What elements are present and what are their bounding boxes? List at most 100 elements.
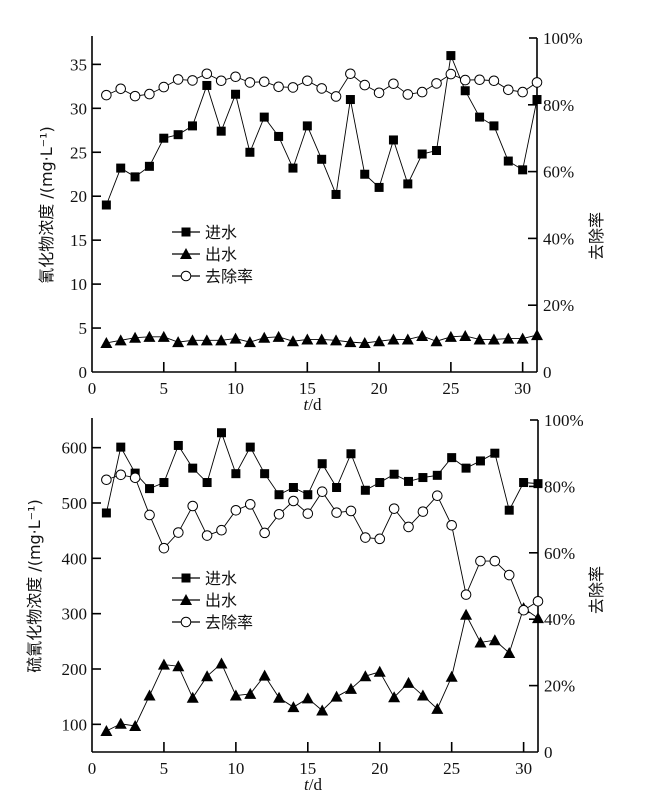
chart-panel-1: 0 5 10 15 20 25 30 0 5 10 15 20 25 30 35 0 20% 40% 60% 80% 1… <box>37 29 606 414</box>
data-point-circle <box>359 79 371 91</box>
data-point-triangle <box>315 333 328 345</box>
y2-tick-label: 100% <box>543 29 583 48</box>
data-point-triangle <box>129 719 142 731</box>
data-point-circle <box>345 68 356 80</box>
y-tick-label: 5 <box>79 319 88 338</box>
data-point-square <box>260 469 270 479</box>
y2-tick-label: 60% <box>543 163 574 182</box>
data-point-circle <box>475 555 486 567</box>
y-tick-label: 300 <box>62 605 88 624</box>
y-tick-label: 10 <box>70 275 87 294</box>
data-point-square <box>346 449 356 459</box>
data-point-square <box>317 459 327 469</box>
data-point-circle <box>360 532 371 543</box>
data-point-square <box>332 483 342 493</box>
y2-tick-label: 60% <box>544 544 575 563</box>
legend-item: 去除率 <box>172 267 253 286</box>
data-point-triangle <box>474 636 487 648</box>
y-tick-label: 600 <box>62 439 88 458</box>
data-point-triangle <box>460 608 473 620</box>
data-point-circle <box>172 74 184 85</box>
x-axis-label-unit: /d <box>309 775 323 794</box>
data-point-square <box>159 478 169 488</box>
data-point-circle <box>158 81 170 93</box>
y-axis-label: 硫氰化物浓度 /(mg·L⁻¹) <box>25 499 44 673</box>
data-point-circle <box>316 83 327 94</box>
data-point-triangle <box>301 333 314 345</box>
y2-axis-label: 去除率 <box>587 212 606 260</box>
data-point-square <box>417 149 427 159</box>
data-point-square <box>173 440 183 450</box>
data-point-square <box>144 161 154 171</box>
data-point-square <box>432 470 442 480</box>
data-point-triangle <box>459 329 472 341</box>
data-point-circle <box>417 506 429 517</box>
data-point-square <box>375 478 385 488</box>
data-point-circle <box>331 507 342 518</box>
data-point-triangle <box>287 701 300 713</box>
data-point-square <box>461 463 471 473</box>
y2-tick-label: 40% <box>543 229 574 248</box>
data-point-circle <box>201 68 213 80</box>
data-point-square <box>187 121 197 131</box>
data-point-square <box>145 484 155 494</box>
data-point-triangle <box>330 334 343 346</box>
x-tick-label: 30 <box>515 759 532 778</box>
data-point-square <box>302 121 312 131</box>
series-triangle <box>100 602 544 736</box>
series-square <box>101 428 543 518</box>
data-point-circle <box>459 74 471 86</box>
data-point-circle <box>446 519 457 531</box>
data-point-circle <box>288 495 299 507</box>
data-point-square <box>360 485 370 495</box>
y2-axis-label: 去除率 <box>587 566 606 614</box>
data-point-circle <box>216 524 227 536</box>
data-point-circle <box>431 78 442 89</box>
data-point-circle <box>273 508 285 520</box>
data-point-triangle <box>416 329 429 341</box>
data-point-triangle <box>273 691 286 703</box>
data-point-square <box>288 163 298 173</box>
data-point-circle <box>330 91 342 102</box>
data-point-square <box>216 126 226 136</box>
data-point-square <box>274 131 284 141</box>
data-point-circle <box>489 555 501 567</box>
data-point-circle <box>503 569 515 581</box>
x-tick-label: 20 <box>371 379 388 398</box>
data-point-circle <box>273 81 284 93</box>
data-point-triangle <box>359 670 372 682</box>
data-point-square <box>388 135 398 145</box>
data-point-square <box>159 133 169 143</box>
data-point-triangle <box>431 702 444 714</box>
data-point-circle <box>115 469 127 481</box>
x-axis-label-unit: /d <box>308 395 322 414</box>
series-line <box>105 53 538 206</box>
data-point-square <box>345 95 355 105</box>
data-point-triangle <box>229 689 242 701</box>
legend-label: 出水 <box>205 245 237 264</box>
legend-label: 进水 <box>205 569 237 588</box>
x-tick-label: 5 <box>160 759 169 778</box>
data-point-square <box>101 508 111 518</box>
data-point-circle <box>502 84 514 96</box>
y2-tick-label: 20% <box>543 296 574 315</box>
data-point-circle <box>230 71 241 83</box>
y2-tick-label: 100% <box>544 411 584 430</box>
data-point-circle <box>532 595 544 607</box>
data-point-circle <box>187 75 198 86</box>
y-axis-label: 氰化物浓度 /(mg·L⁻¹) <box>37 126 56 284</box>
data-point-triangle <box>402 676 415 688</box>
data-point-circle <box>388 78 399 90</box>
legend-label: 进水 <box>205 223 237 242</box>
y-tick-label: 15 <box>70 231 87 250</box>
data-point-triangle <box>186 334 199 346</box>
data-point-triangle <box>516 332 529 344</box>
data-point-circle <box>302 508 314 519</box>
data-point-triangle <box>243 336 256 348</box>
data-point-triangle <box>444 330 457 342</box>
data-point-triangle <box>301 692 314 704</box>
data-point-triangle <box>387 333 400 345</box>
data-point-circle <box>129 90 141 102</box>
data-point-square <box>489 121 499 131</box>
